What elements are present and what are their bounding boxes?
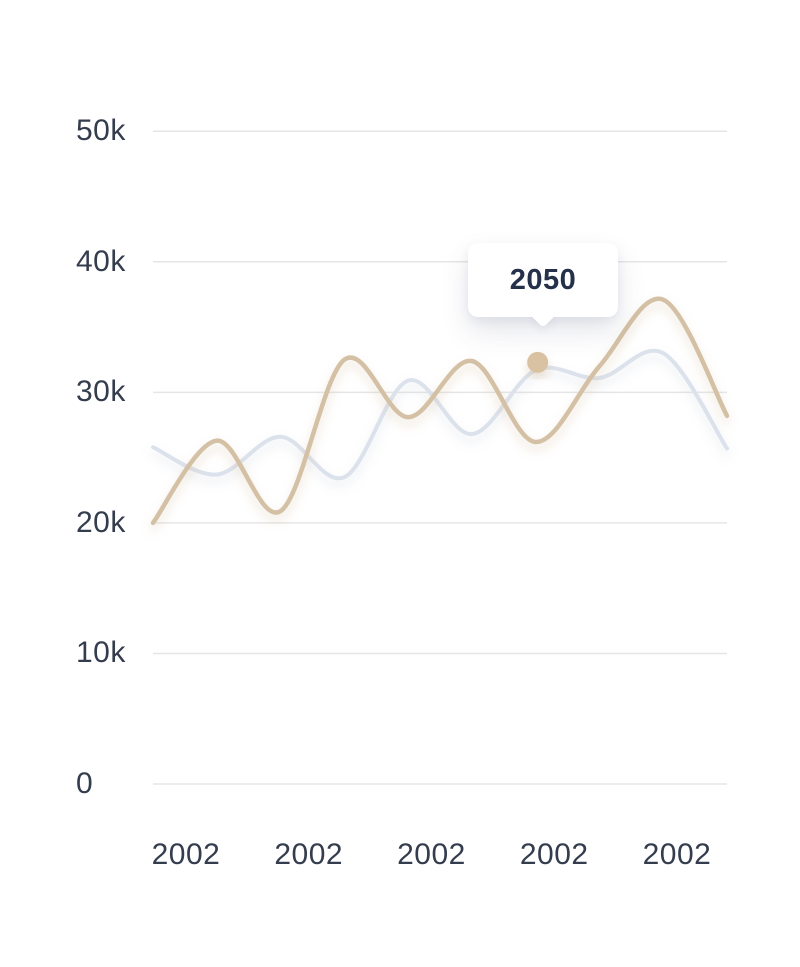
y-tick-label: 0 bbox=[76, 767, 94, 800]
gridlines bbox=[153, 130, 727, 785]
primary-line bbox=[150, 296, 730, 526]
active-point-dot[interactable] bbox=[527, 351, 549, 373]
y-tick-label: 20k bbox=[76, 505, 126, 539]
y-tick-label: 30k bbox=[76, 375, 126, 409]
x-tick-label: 2002 bbox=[151, 838, 221, 871]
tooltip-value-label: 2050 bbox=[509, 263, 577, 296]
x-tick-label: 2002 bbox=[642, 838, 712, 871]
tooltip-dot-marker bbox=[527, 351, 549, 373]
x-tick-label: 2002 bbox=[519, 838, 589, 871]
series-lines bbox=[150, 296, 730, 526]
tooltip: 2050 bbox=[468, 243, 618, 328]
x-tick-label: 2002 bbox=[274, 838, 344, 871]
y-tick-label: 50k bbox=[76, 114, 126, 148]
secondary-line bbox=[151, 348, 729, 481]
y-tick-label: 10k bbox=[76, 636, 126, 670]
x-tick-label: 2002 bbox=[397, 838, 466, 871]
y-tick-label: 40k bbox=[76, 244, 126, 278]
